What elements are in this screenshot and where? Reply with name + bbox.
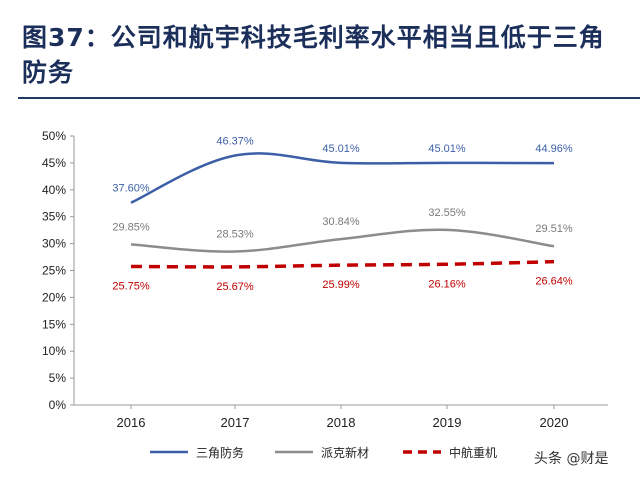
data-label: 29.85% <box>112 221 150 233</box>
series-line-1 <box>130 152 555 204</box>
data-label: 25.99% <box>322 279 360 291</box>
y-tick-label: 5% <box>49 371 67 385</box>
legend-label: 中航重机 <box>449 445 497 460</box>
data-label: 29.51% <box>535 223 573 235</box>
chart-title: 图37：公司和航宇科技毛利率水平相当且低于三角防务 <box>22 23 605 87</box>
x-tick-label: 2019 <box>433 415 462 430</box>
title-divider <box>18 97 640 99</box>
x-tick-label: 2017 <box>221 415 250 430</box>
legend-label: 派克新材 <box>321 445 369 460</box>
x-tick-label: 2018 <box>327 415 356 430</box>
x-tick-label: 2016 <box>117 415 146 430</box>
data-label: 26.16% <box>428 278 466 290</box>
data-label: 30.84% <box>322 216 360 228</box>
y-tick-label: 10% <box>42 344 66 358</box>
data-label: 45.01% <box>322 143 360 155</box>
y-tick-label: 25% <box>42 264 66 278</box>
y-tick-label: 50% <box>42 129 66 143</box>
data-label: 46.37% <box>216 136 254 148</box>
y-tick-label: 45% <box>42 156 66 170</box>
y-tick-label: 15% <box>42 317 66 331</box>
data-label: 26.64% <box>535 276 573 288</box>
series-line-3 <box>130 259 555 269</box>
data-label: 25.75% <box>112 280 150 292</box>
y-tick-label: 0% <box>49 398 67 412</box>
axes: 0% 5% 10% 15% 20% 25% 30% 35% 40% 45% 50% 2016 2017 2… <box>42 129 608 430</box>
data-label: 37.60% <box>112 183 150 195</box>
y-tick-label: 30% <box>42 237 66 251</box>
legend: 三角防务 派克新材 中航重机 <box>150 445 497 460</box>
x-tick-label: 2020 <box>540 415 569 430</box>
series-lines <box>130 152 555 269</box>
legend-label: 三角防务 <box>196 445 244 460</box>
data-label: 28.53% <box>216 229 254 241</box>
data-label: 32.55% <box>428 207 466 219</box>
y-tick-label: 35% <box>42 210 66 224</box>
y-tick-label: 40% <box>42 183 66 197</box>
watermark: 头条 @财是 <box>534 451 609 467</box>
data-label: 25.67% <box>216 281 254 293</box>
data-labels: 37.60% 46.37% 45.01% 45.01% 44.96% 29.85% 28.5… <box>112 136 573 293</box>
y-tick-label: 20% <box>42 290 66 304</box>
series-line-2 <box>130 228 555 253</box>
data-label: 44.96% <box>535 143 573 155</box>
data-label: 45.01% <box>428 143 466 155</box>
